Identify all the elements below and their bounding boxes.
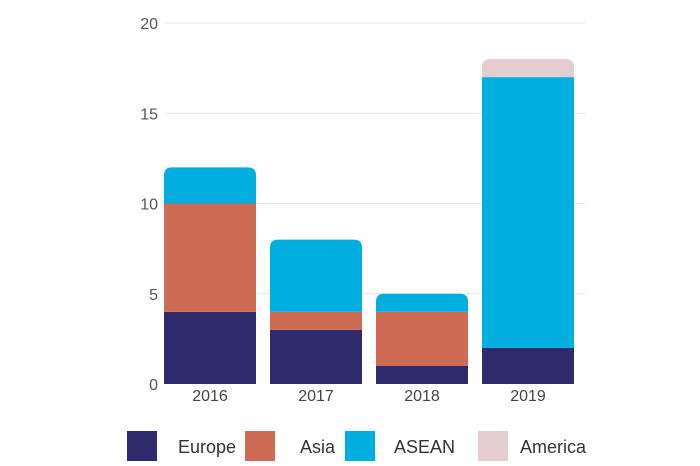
bar-2016-asia (164, 203, 256, 312)
y-tick-label-20: 20 (140, 16, 158, 33)
bar-2017-asean (270, 239, 362, 312)
legend-label-america: America (520, 437, 587, 457)
legend-swatch-asia (245, 431, 275, 461)
y-axis: 0 5 10 15 20 (140, 16, 158, 394)
bar-2019-asean (482, 77, 574, 348)
y-tick-label-5: 5 (149, 287, 158, 304)
y-tick-label-15: 15 (140, 106, 158, 123)
y-tick-label-10: 10 (140, 197, 158, 214)
bar-2018-asean (376, 293, 468, 312)
bar-2019-america (482, 59, 574, 78)
x-tick-label-2016: 2016 (192, 388, 228, 405)
bar-2017-asia (270, 311, 362, 330)
legend-swatch-asean (345, 431, 375, 461)
bars (164, 59, 574, 384)
bar-2019-europe (482, 347, 574, 384)
bar-2018-europe (376, 365, 468, 384)
legend-swatch-america (478, 431, 508, 461)
y-tick-label-0: 0 (149, 377, 158, 394)
bar-2017-europe (270, 329, 362, 384)
legend-label-asia: Asia (300, 437, 336, 457)
x-axis: 2016 2017 2018 2019 (192, 388, 546, 405)
x-tick-label-2019: 2019 (510, 388, 546, 405)
x-tick-label-2018: 2018 (404, 388, 440, 405)
x-tick-label-2017: 2017 (298, 388, 334, 405)
legend-label-europe: Europe (178, 437, 236, 457)
bar-2016-asean (164, 167, 256, 204)
bar-2018-asia (376, 311, 468, 366)
legend: Europe Asia ASEAN America (127, 431, 587, 461)
legend-label-asean: ASEAN (394, 437, 455, 457)
bar-2016-europe (164, 311, 256, 384)
legend-swatch-europe (127, 431, 157, 461)
